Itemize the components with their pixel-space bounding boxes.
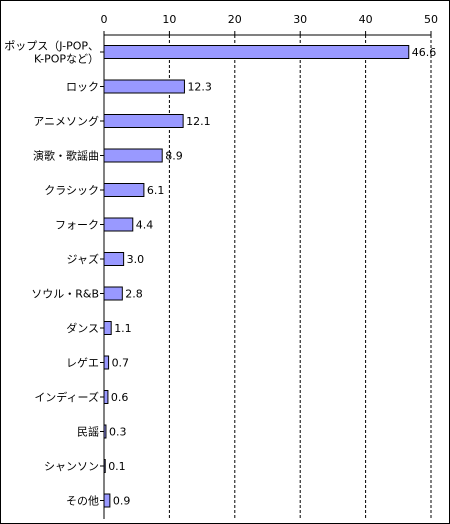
category-label: ポップス（J-POP、 <box>4 40 99 53</box>
data-label: 8.9 <box>165 150 183 163</box>
data-label: 0.3 <box>109 426 127 439</box>
bar <box>103 286 123 301</box>
x-tick-label: 10 <box>162 13 176 26</box>
category-label: ダンス <box>66 321 99 335</box>
data-label: 0.1 <box>108 460 126 473</box>
category-label: K-POPなど） <box>34 53 99 66</box>
bars <box>103 45 410 508</box>
data-label: 3.0 <box>127 253 144 266</box>
category-label: ジャズ <box>67 252 99 266</box>
data-label: 46.6 <box>412 46 437 59</box>
labels: 0 10 20 30 40 50 ポップス（J-POP、K-POPなど） 46.6 ロック 12.… <box>4 13 438 508</box>
x-tick-label: 20 <box>228 13 242 26</box>
category-label: インディーズ <box>34 390 99 404</box>
axes <box>100 31 432 519</box>
category-label: ソウル・R&B <box>31 288 99 301</box>
category-label: 演歌・歌謡曲 <box>33 149 99 163</box>
category-label: シャンソン <box>44 460 99 473</box>
data-label: 12.1 <box>186 115 211 128</box>
bar <box>103 183 145 197</box>
data-label: 2.8 <box>125 288 143 301</box>
x-tick-label: 40 <box>359 13 373 26</box>
category-label: レゲエ <box>66 357 99 370</box>
category-label: アニメソング <box>33 114 99 128</box>
category-label: ロック <box>66 81 99 94</box>
data-label: 1.1 <box>114 322 132 335</box>
data-label: 0.9 <box>113 495 131 508</box>
gridlines <box>168 35 432 519</box>
bar <box>103 114 184 128</box>
bar <box>103 390 109 404</box>
bar <box>103 459 106 473</box>
bar <box>103 252 125 266</box>
bar <box>103 321 112 335</box>
x-tick-label: 50 <box>424 13 438 26</box>
x-tick-label: 30 <box>293 13 307 26</box>
category-label: 民謡 <box>77 425 99 439</box>
category-label: フォーク <box>55 219 99 232</box>
category-label: その他 <box>66 495 99 508</box>
bar <box>103 424 107 439</box>
bar <box>103 148 163 163</box>
bar <box>103 493 111 508</box>
x-tick-label: 0 <box>101 13 108 26</box>
data-label: 0.6 <box>111 391 129 404</box>
bar <box>103 355 110 370</box>
data-label: 6.1 <box>147 184 165 197</box>
data-label: 12.3 <box>187 81 212 94</box>
category-label: クラシック <box>44 184 99 197</box>
data-label: 4.4 <box>136 219 154 232</box>
bar <box>103 217 134 232</box>
bar <box>103 79 185 94</box>
data-label: 0.7 <box>112 357 130 370</box>
bar <box>103 45 410 59</box>
